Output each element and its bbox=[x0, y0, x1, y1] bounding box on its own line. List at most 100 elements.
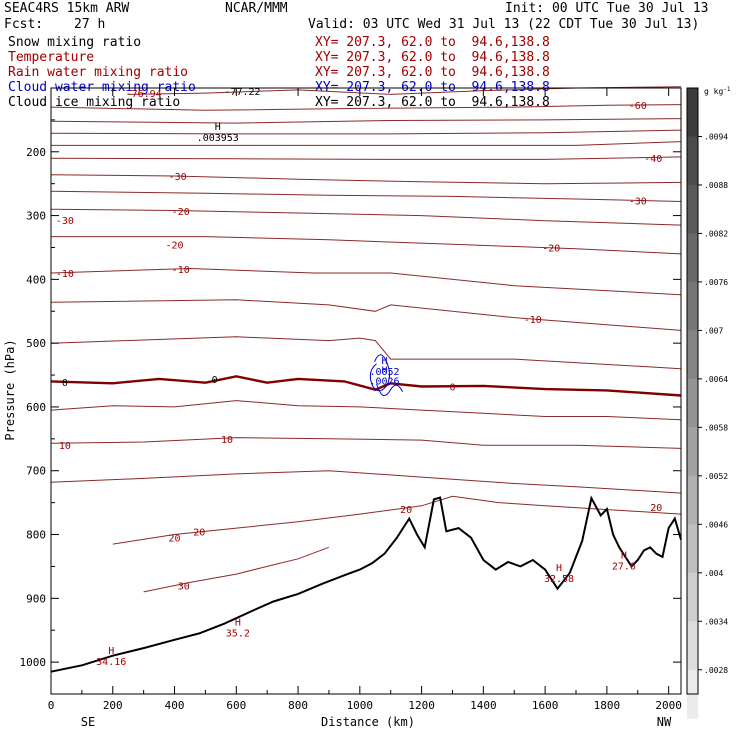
isotherm-12 bbox=[50, 336, 682, 370]
contour-label-1: 0 bbox=[62, 378, 68, 389]
colorbar-segment-6 bbox=[687, 378, 698, 428]
colorbar-label-2: .0082 bbox=[704, 229, 728, 238]
x-tick-label-0: 0 bbox=[48, 699, 55, 712]
isotherm-label-9: -20 bbox=[542, 243, 560, 254]
colorbar-label-6: .0058 bbox=[704, 423, 728, 432]
isotherm-label-6: -30 bbox=[169, 172, 187, 183]
colorbar-frame bbox=[686, 87, 699, 695]
isotherm-label-0: -76.94 bbox=[126, 89, 162, 100]
isotherm-14 bbox=[50, 400, 682, 421]
x-tick-label-1: 200 bbox=[103, 699, 123, 712]
y-tick-label-2: 400 bbox=[26, 273, 46, 286]
isotherm-13 bbox=[50, 375, 682, 397]
colorbar-label-1: .0088 bbox=[704, 181, 728, 190]
colorbar-segment-11 bbox=[687, 621, 698, 671]
extremum-value-5: 32.58 bbox=[544, 574, 574, 585]
isotherm-1 bbox=[50, 104, 682, 111]
colorbar-label-9: .004 bbox=[704, 569, 723, 578]
isotherm-label-15: 10 bbox=[221, 435, 233, 446]
center-name: NCAR/MMM bbox=[225, 1, 288, 16]
isotherm-label-13: 0 bbox=[449, 383, 455, 394]
colorbar-segment-1 bbox=[687, 136, 698, 186]
isotherm-9 bbox=[51, 236, 682, 255]
contour-label-3: -10 bbox=[56, 269, 74, 280]
isotherm-8 bbox=[50, 208, 682, 226]
extremum-value-2: .0026 bbox=[369, 376, 399, 387]
field-label-temperature: Temperature bbox=[8, 50, 95, 65]
x-tick-label-9: 1800 bbox=[594, 699, 621, 712]
forecast-label: Fcst: bbox=[4, 17, 44, 32]
forecast-hour: 27 h bbox=[74, 17, 106, 32]
plot-frame bbox=[50, 87, 682, 695]
colorbar-segment-2 bbox=[687, 184, 698, 234]
isotherm-label-18: 30 bbox=[178, 582, 190, 593]
isotherm-label-1: -60 bbox=[629, 101, 647, 112]
x-tick-label-7: 1400 bbox=[470, 699, 497, 712]
extremum-value-3: 34.16 bbox=[96, 657, 126, 668]
xy-line-temperature: XY= 207.3, 62.0 to 94.6,138.8 bbox=[315, 50, 550, 65]
contour-label-4: 10 bbox=[59, 441, 71, 452]
extremum-h-3: H bbox=[108, 646, 114, 657]
extremum-h-0: H bbox=[215, 122, 221, 133]
colorbar-label-4: .007 bbox=[704, 326, 723, 335]
contour-label-2: 0 bbox=[212, 375, 218, 386]
colorbar-label-8: .0046 bbox=[704, 520, 728, 529]
extremum-value-6: 27.6 bbox=[612, 561, 636, 572]
contour-label-7: 20 bbox=[169, 534, 181, 545]
model-name: SEAC4RS 15km ARW bbox=[4, 1, 130, 16]
xy-line-snow: XY= 207.3, 62.0 to 94.6,138.8 bbox=[315, 35, 550, 50]
colorbar-segment-0 bbox=[687, 88, 698, 137]
field-label-rain: Rain water mixing ratio bbox=[8, 65, 189, 80]
x-tick-label-10: 2000 bbox=[655, 699, 682, 712]
isotherm-6 bbox=[50, 174, 682, 185]
extremum-h-4: H bbox=[235, 617, 241, 628]
y-tick-label-8: 1000 bbox=[20, 656, 47, 669]
contour-label-6: 20 bbox=[650, 503, 662, 514]
y-tick-label-1: 300 bbox=[26, 210, 46, 223]
isotherm-label-7: -30 bbox=[629, 196, 647, 207]
extremum-value-1: .0052 bbox=[369, 367, 399, 378]
y-tick-label-7: 900 bbox=[26, 592, 46, 605]
colorbar-label-11: .0028 bbox=[704, 666, 728, 675]
x-tick-label-3: 600 bbox=[226, 699, 246, 712]
colorbar-segment-4 bbox=[687, 281, 698, 331]
extremum-h-2: H bbox=[382, 365, 388, 376]
isotherm-7 bbox=[50, 190, 682, 202]
extremum-h-5: H bbox=[556, 563, 562, 574]
y-tick-label-6: 800 bbox=[26, 529, 46, 542]
x-tick-label-6: 1200 bbox=[408, 699, 435, 712]
valid-time: Valid: 03 UTC Wed 31 Jul 13 (22 CDT Tue … bbox=[308, 17, 700, 32]
colorbar-label-3: .0076 bbox=[704, 278, 728, 287]
x-end-label-left: SE bbox=[81, 715, 95, 729]
isotherm-2 bbox=[50, 118, 682, 124]
isotherm-label-17: 20 bbox=[193, 527, 205, 538]
extremum-h-6: H bbox=[621, 550, 627, 561]
isotherm-3 bbox=[50, 129, 682, 135]
colorbar-segment-3 bbox=[687, 233, 698, 283]
xy-line-cloud-ice: XY= 207.3, 62.0 to 94.6,138.8 bbox=[315, 95, 550, 110]
y-tick-label-0: 200 bbox=[26, 146, 46, 159]
colorbar-units-base: g kg bbox=[704, 87, 723, 96]
x-tick-label-8: 1600 bbox=[532, 699, 559, 712]
isotherm-18 bbox=[143, 546, 330, 593]
xy-line-rain: XY= 207.3, 62.0 to 94.6,138.8 bbox=[315, 65, 550, 80]
contour-label-0: -77.22 bbox=[224, 87, 260, 98]
isotherm-5 bbox=[50, 156, 682, 160]
colorbar-label-0: .0094 bbox=[704, 132, 728, 141]
colorbar-units-exponent: -1 bbox=[723, 86, 731, 93]
colorbar-segment-7 bbox=[687, 427, 698, 477]
x-axis-title: Distance (km) bbox=[321, 715, 415, 729]
isotherm-16 bbox=[50, 470, 682, 494]
isotherm-10 bbox=[50, 267, 682, 296]
y-tick-label-4: 600 bbox=[26, 401, 46, 414]
init-time: Init: 00 UTC Tue 30 Jul 13 bbox=[505, 1, 709, 16]
isotherm-15 bbox=[50, 437, 682, 449]
terrain-line bbox=[50, 495, 682, 673]
colorbar-segment-5 bbox=[687, 330, 698, 380]
x-tick-label-4: 800 bbox=[288, 699, 308, 712]
isotherm-label-11: -10 bbox=[524, 315, 542, 326]
contour-label-9: -20 bbox=[165, 240, 183, 251]
extremum-value-4: 35.2 bbox=[226, 628, 250, 639]
